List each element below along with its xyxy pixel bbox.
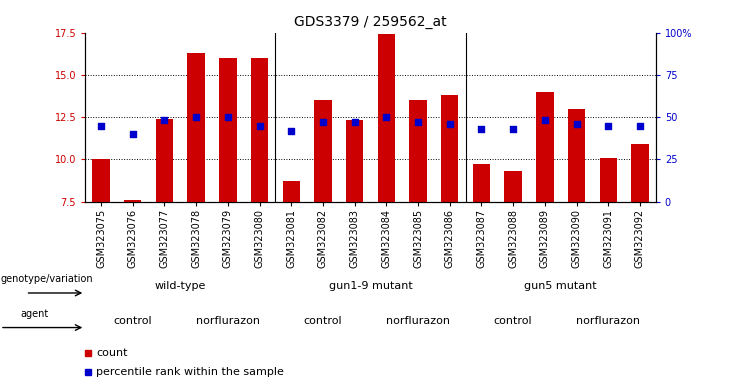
Bar	[568, 109, 585, 202]
Text: control: control	[113, 316, 152, 326]
Text: wild-type: wild-type	[155, 281, 206, 291]
Text: gun5 mutant: gun5 mutant	[525, 281, 597, 291]
Point	[444, 121, 456, 127]
Point	[253, 122, 265, 129]
Bar	[473, 164, 490, 202]
Text: genotype/variation: genotype/variation	[1, 274, 93, 284]
Text: percentile rank within the sample: percentile rank within the sample	[96, 367, 284, 377]
Bar	[409, 100, 427, 202]
Bar	[282, 181, 300, 202]
Point	[349, 119, 361, 125]
Point	[95, 122, 107, 129]
Bar	[599, 158, 617, 202]
Text: norflurazon: norflurazon	[386, 316, 450, 326]
Point	[190, 114, 202, 120]
Point	[317, 119, 329, 125]
Bar	[314, 100, 332, 202]
Text: gun1-9 mutant: gun1-9 mutant	[328, 281, 413, 291]
Point	[571, 121, 582, 127]
Point	[127, 131, 139, 137]
Point	[222, 114, 233, 120]
Bar	[219, 58, 236, 202]
Point	[634, 122, 646, 129]
Point	[412, 119, 424, 125]
Text: norflurazon: norflurazon	[196, 316, 260, 326]
Point	[380, 114, 392, 120]
Text: control: control	[494, 316, 533, 326]
Point	[602, 122, 614, 129]
Point	[285, 127, 297, 134]
Point	[476, 126, 488, 132]
Text: count: count	[96, 348, 127, 358]
Bar	[631, 144, 648, 202]
Bar	[251, 58, 268, 202]
Text: control: control	[304, 316, 342, 326]
Bar	[93, 159, 110, 202]
Bar	[441, 95, 459, 202]
Text: norflurazon: norflurazon	[576, 316, 640, 326]
Bar	[346, 121, 363, 202]
Point	[507, 126, 519, 132]
Bar	[187, 53, 205, 202]
Bar	[536, 92, 554, 202]
Text: agent: agent	[20, 309, 48, 319]
Bar	[156, 119, 173, 202]
Bar	[124, 200, 142, 202]
Point	[159, 118, 170, 124]
Point	[539, 118, 551, 124]
Bar	[505, 171, 522, 202]
Bar	[378, 34, 395, 202]
Title: GDS3379 / 259562_at: GDS3379 / 259562_at	[294, 15, 447, 29]
